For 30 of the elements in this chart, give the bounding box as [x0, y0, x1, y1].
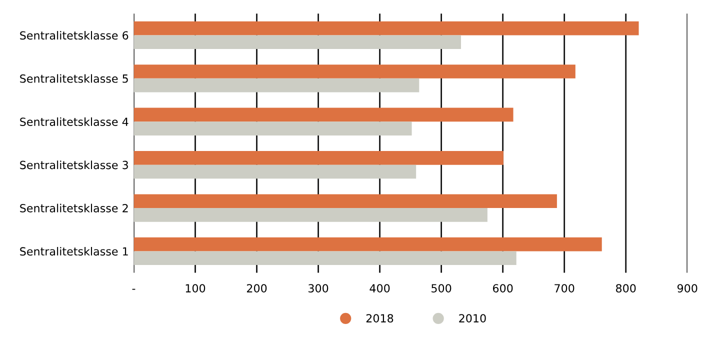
x-tick-label: 700 — [554, 284, 574, 293]
x-tick-label: 400 — [370, 284, 390, 293]
x-tick-label: 500 — [432, 284, 452, 293]
legend-label: 2018 — [366, 314, 394, 322]
bar — [134, 64, 576, 78]
y-tick-label: Sentralitetsklasse 2 — [20, 204, 128, 212]
y-tick-label: Sentralitetsklasse 1 — [20, 246, 128, 256]
bar — [134, 150, 504, 165]
bar — [134, 164, 416, 179]
y-tick-label: Sentralitetsklasse 5 — [20, 74, 128, 83]
y-tick-label: Sentralitetsklasse 6 — [20, 31, 128, 40]
y-tick-label: Sentralitetsklasse 3 — [20, 160, 128, 170]
bar — [134, 35, 461, 50]
bar — [134, 194, 557, 208]
x-tick-label: - — [132, 288, 136, 290]
x-tick-label: 800 — [616, 284, 636, 293]
bar — [134, 78, 420, 92]
bar — [134, 237, 602, 252]
bar — [134, 108, 514, 122]
x-tick-label: 300 — [308, 284, 328, 293]
bar — [134, 208, 488, 222]
x-tick-label: 600 — [492, 284, 513, 293]
y-tick-label: Sentralitetsklasse 4 — [20, 117, 128, 126]
x-tick-label: 100 — [186, 284, 206, 293]
x-tick-label: 200 — [246, 284, 267, 293]
bar — [134, 21, 639, 36]
bar — [134, 122, 412, 136]
legend-label: 2010 — [459, 314, 486, 322]
x-tick-label: 900 — [677, 284, 698, 293]
bar — [134, 251, 516, 266]
